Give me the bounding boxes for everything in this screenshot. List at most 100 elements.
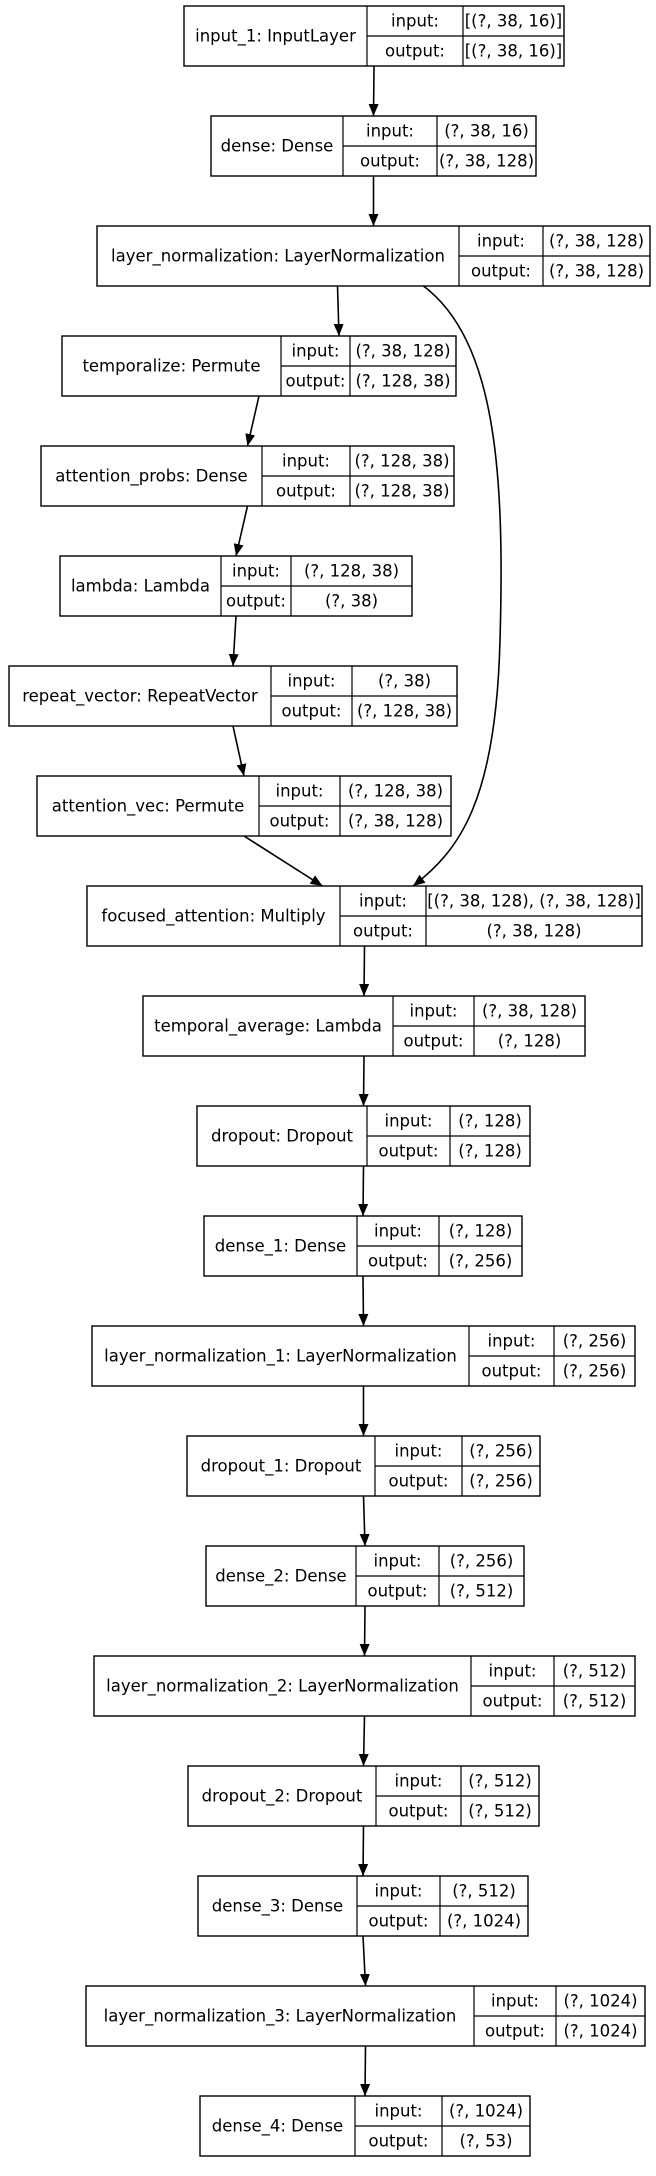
- layer-name: focused_attention: Multiply: [101, 907, 325, 927]
- edge-arrow: [333, 285, 344, 337]
- layer-name: repeat_vector: RepeatVector: [22, 687, 258, 707]
- edge-arrow: [359, 1935, 370, 1987]
- layer-name: attention_vec: Permute: [52, 797, 244, 817]
- output-shape: (?, 1024): [447, 1912, 521, 1931]
- layer-name: dense_1: Dense: [215, 1237, 346, 1257]
- edge-arrow: [358, 1825, 369, 1877]
- input-shape: [(?, 38, 16)]: [465, 12, 562, 31]
- layer-name: layer_normalization_2: LayerNormalizatio…: [106, 1677, 459, 1697]
- layer-node: lambda: Lambda input: (?, 128, 38) output: (…: [59, 555, 413, 617]
- layer-name: temporalize: Permute: [82, 357, 260, 376]
- output-label: output:: [485, 2022, 545, 2041]
- input-label: input:: [477, 232, 525, 251]
- edge-arrow: [360, 2045, 371, 2097]
- output-shape: (?, 128): [458, 1142, 522, 1161]
- output-label: output:: [389, 1472, 449, 1491]
- input-label: input:: [366, 122, 414, 141]
- output-label: output:: [404, 1032, 464, 1051]
- layer-node: dense_1: Dense input: (?, 128) output: (?, 2…: [203, 1215, 523, 1277]
- input-label: input:: [374, 1882, 422, 1901]
- layer-name: dense_4: Dense: [212, 2117, 343, 2137]
- input-shape: (?, 1024): [449, 2102, 523, 2121]
- output-label: output:: [471, 262, 531, 281]
- output-label: output:: [270, 812, 330, 831]
- layer-node: attention_probs: Dense input: (?, 128, 38)…: [40, 445, 455, 507]
- edge-arrow: [358, 1165, 369, 1217]
- layer-node: layer_normalization_3: LayerNormalizatio…: [85, 1985, 646, 2047]
- output-shape: (?, 53): [459, 2132, 512, 2151]
- output-shape: (?, 512): [450, 1582, 514, 1601]
- output-shape: (?, 38, 128): [486, 922, 581, 941]
- output-label: output:: [385, 42, 445, 61]
- layer-node: input_1: InputLayer input: [(?, 38, 16)] ou…: [183, 5, 565, 67]
- input-label: input:: [291, 342, 339, 361]
- input-shape: (?, 256): [450, 1552, 514, 1571]
- output-label: output:: [379, 1142, 439, 1161]
- edge-arrow: [358, 1715, 369, 1767]
- output-label: output:: [276, 482, 336, 501]
- layer-name: dropout_2: Dropout: [202, 1787, 363, 1807]
- layer-name: input_1: InputLayer: [195, 27, 356, 47]
- edge-arrow: [412, 285, 502, 887]
- input-shape: (?, 256): [469, 1442, 533, 1461]
- output-label: output:: [369, 1912, 429, 1931]
- output-shape: (?, 38, 128): [439, 152, 534, 171]
- layer-node: temporalize: Permute input: (?, 38, 128) ou…: [61, 335, 457, 397]
- layer-node: repeat_vector: RepeatVector input: (?, 38)…: [8, 665, 458, 727]
- output-label: output:: [282, 702, 342, 721]
- input-label: input:: [287, 672, 335, 691]
- input-label: input:: [391, 12, 439, 31]
- input-shape: (?, 38, 128): [355, 342, 450, 361]
- edge-arrow: [359, 1605, 370, 1657]
- output-label: output:: [483, 1692, 543, 1711]
- input-shape: [(?, 38, 128), (?, 38, 128)]: [427, 892, 641, 911]
- output-label: output:: [353, 922, 413, 941]
- output-label: output:: [482, 1362, 542, 1381]
- input-shape: (?, 256): [563, 1332, 627, 1351]
- input-shape: (?, 128, 38): [304, 562, 399, 581]
- input-label: input:: [275, 782, 323, 801]
- input-label: input:: [374, 1222, 422, 1241]
- output-label: output:: [389, 1802, 449, 1821]
- output-label: output:: [226, 592, 286, 611]
- input-label: input:: [359, 892, 407, 911]
- layer-name: layer_normalization_3: LayerNormalizatio…: [104, 2007, 457, 2027]
- nodes-layer: input_1: InputLayer input: [(?, 38, 16)] ou…: [8, 5, 651, 2157]
- output-label: output:: [369, 2132, 429, 2151]
- layer-name: temporal_average: Lambda: [154, 1017, 382, 1037]
- node-box: [186, 1435, 541, 1497]
- output-label: output:: [286, 372, 346, 391]
- layer-node: temporal_average: Lambda input: (?, 38, 12…: [142, 995, 586, 1057]
- layer-node: dense_3: Dense input: (?, 512) output: (?, 1…: [197, 1875, 529, 1937]
- output-shape: (?, 256): [563, 1362, 627, 1381]
- layer-node: dropout_2: Dropout input: (?, 512) output: (…: [187, 1765, 540, 1827]
- output-shape: (?, 128): [498, 1032, 562, 1051]
- output-label: output:: [368, 1582, 428, 1601]
- layer-name: layer_normalization_1: LayerNormalizatio…: [104, 1347, 457, 1367]
- input-label: input:: [384, 1112, 432, 1131]
- input-label: input:: [232, 562, 280, 581]
- output-shape: (?, 1024): [563, 2022, 637, 2041]
- output-shape: (?, 38): [325, 592, 378, 611]
- layer-name: attention_probs: Dense: [55, 467, 247, 487]
- output-shape: [(?, 38, 16)]: [465, 42, 562, 61]
- edges-layer: [228, 65, 502, 2097]
- edge-arrow: [243, 835, 323, 887]
- output-shape: (?, 256): [469, 1472, 533, 1491]
- edge-arrow: [358, 1275, 369, 1327]
- output-shape: (?, 512): [563, 1692, 627, 1711]
- output-shape: (?, 512): [468, 1802, 532, 1821]
- output-label: output:: [368, 1252, 428, 1271]
- layer-node: layer_normalization_1: LayerNormalizatio…: [91, 1325, 636, 1387]
- input-shape: (?, 38, 16): [444, 122, 529, 141]
- input-shape: (?, 512): [452, 1882, 516, 1901]
- input-label: input:: [374, 2102, 422, 2121]
- input-shape: (?, 128, 38): [348, 782, 443, 801]
- edge-arrow: [358, 1055, 369, 1107]
- layer-name: layer_normalization: LayerNormalization: [111, 247, 445, 267]
- layer-node: layer_normalization_2: LayerNormalizatio…: [93, 1655, 636, 1717]
- input-label: input:: [409, 1002, 457, 1021]
- output-shape: (?, 256): [449, 1252, 513, 1271]
- input-shape: (?, 512): [468, 1772, 532, 1791]
